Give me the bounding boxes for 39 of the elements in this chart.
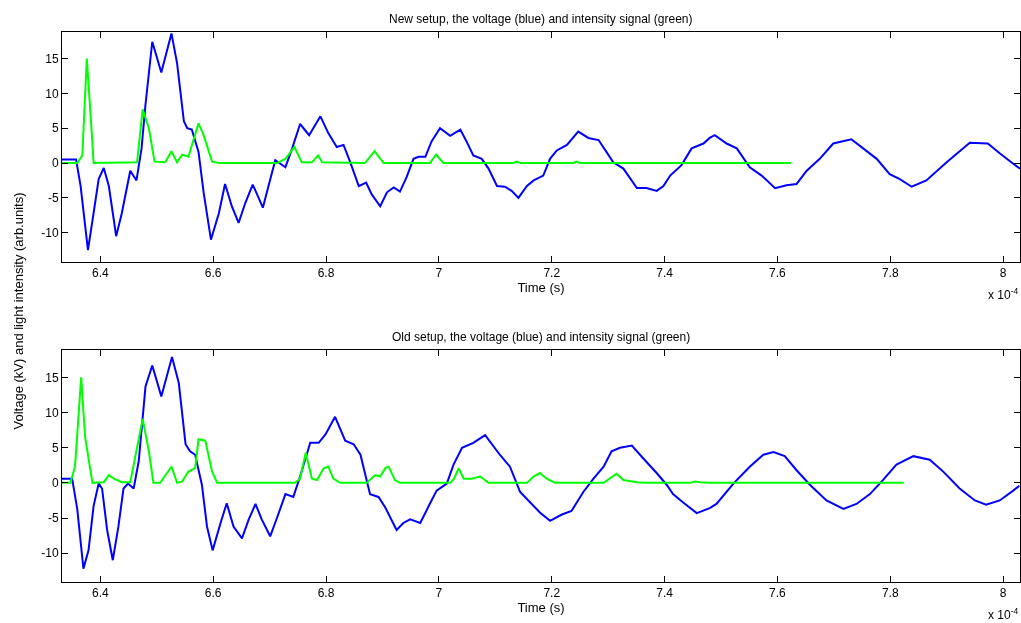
x-tick-label: 6.6 (204, 586, 222, 601)
y-tick-label: -5 (47, 191, 59, 206)
y-tick-label: 5 (51, 121, 59, 136)
x-axis-title: Time (s) (517, 600, 565, 616)
y-tick-label: -10 (41, 546, 59, 561)
y-tick-label: 0 (51, 156, 59, 171)
line-series (62, 32, 1020, 252)
x-tick-label: 7 (435, 586, 443, 601)
x-tick-label: 6.8 (317, 586, 335, 601)
x-axis-title: Time (s) (517, 280, 565, 296)
x-tick-label: 6.4 (92, 586, 110, 601)
x-tick-label: 7.2 (543, 586, 561, 601)
y-axis-title: Voltage (kV) and light intensity (arb.units) (10, 192, 26, 430)
x-tick-label: 6.8 (317, 266, 335, 281)
x-tick-label: 7.4 (656, 586, 674, 601)
y-tick-label: 15 (45, 370, 59, 385)
y-tick-label: -10 (41, 225, 59, 240)
x-tick-label: 7.4 (656, 266, 674, 281)
y-tick-label: 0 (51, 476, 59, 491)
chart-title: Old setup, the voltage (blue) and intensity signal (green) (392, 330, 691, 344)
x-tick-label: 6.6 (204, 266, 222, 281)
x-tick-label: 8 (999, 586, 1007, 601)
text: x 10$^{-4}$ (988, 286, 1019, 303)
line-series (62, 356, 1020, 570)
x-tick-label: 7.2 (543, 266, 561, 281)
y-tick-label: -5 (47, 511, 59, 526)
y-tick-label: 10 (45, 86, 59, 101)
text: x 10$^{-4}$ (988, 606, 1019, 623)
x-tick-label: 7.8 (881, 586, 899, 601)
x-tick-label: 7.6 (769, 266, 787, 281)
chart-title: New setup, the voltage (blue) and intensity signal (green) (389, 12, 693, 26)
x-tick-label: 8 (999, 266, 1007, 281)
y-tick-label: 5 (51, 440, 59, 455)
y-tick-label: 15 (45, 51, 59, 66)
x-tick-label: 7.8 (881, 266, 899, 281)
x-tick-label: 6.4 (92, 266, 110, 281)
x-tick-label: 7 (435, 266, 443, 281)
x-tick-label: 7.6 (769, 586, 787, 601)
y-tick-label: 10 (45, 405, 59, 420)
